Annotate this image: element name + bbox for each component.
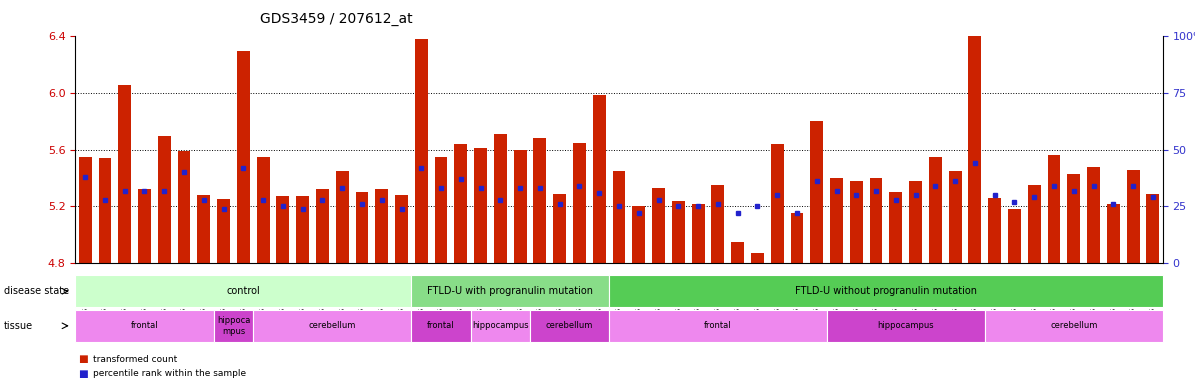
Text: hippocampus: hippocampus xyxy=(877,321,934,330)
Text: FTLD-U without progranulin mutation: FTLD-U without progranulin mutation xyxy=(795,286,978,296)
Text: ■: ■ xyxy=(78,369,87,379)
Bar xyxy=(178,151,190,263)
Bar xyxy=(1087,167,1099,263)
Bar xyxy=(237,51,250,263)
Text: GDS3459 / 207612_at: GDS3459 / 207612_at xyxy=(261,12,412,25)
Text: FTLD-U with progranulin mutation: FTLD-U with progranulin mutation xyxy=(428,286,593,296)
Bar xyxy=(494,134,507,263)
Bar xyxy=(850,181,863,263)
Bar xyxy=(711,185,724,263)
Bar xyxy=(988,198,1001,263)
Bar xyxy=(158,136,171,263)
Bar xyxy=(1009,209,1021,263)
Bar xyxy=(968,22,981,263)
Bar xyxy=(810,121,823,263)
Bar xyxy=(731,242,744,263)
Bar xyxy=(415,39,428,263)
Bar xyxy=(336,171,349,263)
Bar xyxy=(1048,156,1060,263)
Bar xyxy=(1067,174,1080,263)
Bar xyxy=(632,206,645,263)
Bar xyxy=(909,181,923,263)
Text: disease state: disease state xyxy=(4,286,68,296)
Text: hippoca
mpus: hippoca mpus xyxy=(216,316,250,336)
Bar xyxy=(889,192,902,263)
Bar xyxy=(870,178,882,263)
Bar xyxy=(276,197,289,263)
Bar xyxy=(79,157,92,263)
Text: cerebellum: cerebellum xyxy=(308,321,356,330)
Text: percentile rank within the sample: percentile rank within the sample xyxy=(93,369,246,378)
Bar xyxy=(197,195,210,263)
Text: control: control xyxy=(227,286,261,296)
Text: cerebellum: cerebellum xyxy=(546,321,593,330)
Bar xyxy=(296,197,310,263)
Bar xyxy=(652,188,664,263)
Bar xyxy=(1028,185,1041,263)
Bar xyxy=(217,199,229,263)
Bar xyxy=(593,94,606,263)
Text: frontal: frontal xyxy=(704,321,731,330)
Bar xyxy=(771,144,784,263)
Bar xyxy=(929,157,942,263)
Bar xyxy=(791,214,803,263)
Text: ■: ■ xyxy=(78,354,87,364)
Bar xyxy=(118,84,131,263)
Text: tissue: tissue xyxy=(4,321,32,331)
Bar xyxy=(553,194,566,263)
Bar xyxy=(454,144,467,263)
Bar xyxy=(315,189,329,263)
Text: transformed count: transformed count xyxy=(93,354,178,364)
Text: cerebellum: cerebellum xyxy=(1050,321,1097,330)
Bar xyxy=(1107,204,1120,263)
Bar xyxy=(1127,170,1140,263)
Bar xyxy=(672,201,685,263)
Bar xyxy=(949,171,962,263)
Bar xyxy=(613,171,625,263)
Bar xyxy=(396,195,407,263)
Bar xyxy=(375,189,388,263)
Bar xyxy=(750,253,764,263)
Bar xyxy=(692,204,705,263)
Bar xyxy=(98,158,111,263)
Bar xyxy=(257,157,270,263)
Bar xyxy=(831,178,842,263)
Bar xyxy=(1146,194,1159,263)
Bar xyxy=(474,148,488,263)
Bar xyxy=(574,143,586,263)
Bar xyxy=(514,150,527,263)
Bar xyxy=(435,157,447,263)
Text: frontal: frontal xyxy=(130,321,158,330)
Bar xyxy=(533,139,546,263)
Bar xyxy=(356,192,368,263)
Text: frontal: frontal xyxy=(428,321,455,330)
Text: hippocampus: hippocampus xyxy=(472,321,528,330)
Bar xyxy=(139,189,151,263)
